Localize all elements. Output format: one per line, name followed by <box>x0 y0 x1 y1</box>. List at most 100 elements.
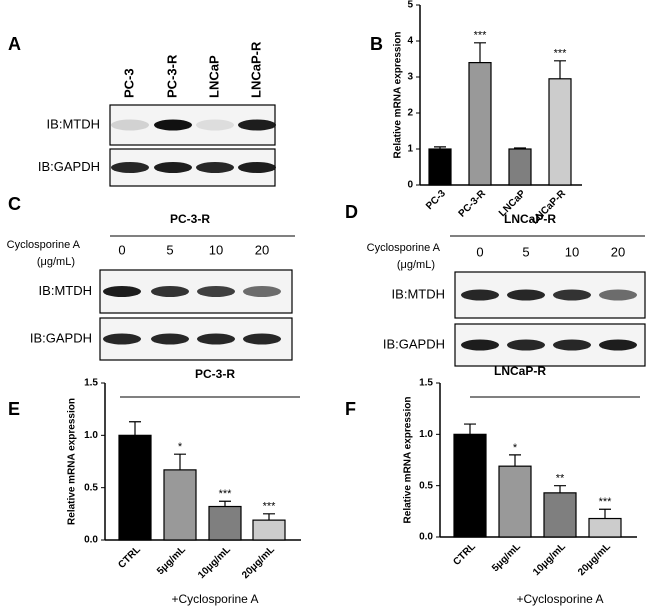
x-tick-label: CTRL <box>116 544 143 571</box>
error-bar <box>599 508 611 519</box>
y-tick-label: 1.5 <box>419 378 433 389</box>
unit-label: (μg/mL) <box>397 259 435 271</box>
error-bar <box>554 60 566 79</box>
x-tick-label: PC-3 <box>424 188 448 212</box>
dose-label: 10 <box>565 244 579 259</box>
dose-label: 5 <box>166 242 173 257</box>
bar <box>543 492 577 538</box>
significance: * <box>178 441 183 453</box>
significance: *** <box>263 501 277 513</box>
band <box>238 119 276 131</box>
band <box>103 286 141 297</box>
y-tick-label: 2 <box>407 108 413 119</box>
blot-title: LNCaP-R <box>504 212 556 226</box>
band <box>243 333 281 345</box>
bar <box>428 148 452 186</box>
y-tick-label: 0 <box>407 180 413 191</box>
y-tick-label: 1.5 <box>84 378 98 389</box>
significance: *** <box>474 30 488 42</box>
band <box>154 119 192 131</box>
y-tick-label: 5 <box>407 0 413 11</box>
significance: * <box>513 442 518 454</box>
error-bar <box>474 42 486 63</box>
bar <box>252 519 286 541</box>
x-axis-label: +Cyclosporine A <box>516 592 603 606</box>
x-tick-label: 10μg/mL <box>196 544 233 581</box>
panel-letter: F <box>345 399 356 419</box>
y-tick-label: 0.0 <box>419 532 433 543</box>
bar <box>208 505 242 541</box>
band <box>111 162 149 173</box>
y-tick-label: 1 <box>407 144 413 155</box>
x-tick-label: 5μg/mL <box>490 541 523 574</box>
significance: *** <box>554 48 568 60</box>
dose-label: 0 <box>476 244 483 259</box>
row-label: IB:MTDH <box>392 286 445 301</box>
chart-title: PC-3-R <box>195 367 235 381</box>
significance: *** <box>599 496 613 508</box>
bar <box>498 465 532 538</box>
y-axis-label: Relative mRNA expression <box>67 398 78 525</box>
x-tick-label: CTRL <box>451 541 478 568</box>
y-tick-label: 0.5 <box>419 480 433 491</box>
treatment-label: Cyclosporine A <box>7 239 81 251</box>
band <box>103 333 141 345</box>
row-label: IB:MTDH <box>39 283 92 298</box>
x-axis-label: +Cyclosporine A <box>171 592 258 606</box>
y-axis-label: Relative mRNA expression <box>403 397 414 524</box>
x-tick-label: 20μg/mL <box>240 544 277 581</box>
row-label: IB:GAPDH <box>38 159 100 174</box>
band <box>151 333 189 345</box>
band <box>599 339 637 351</box>
band <box>243 286 281 297</box>
row-label: IB:MTDH <box>47 116 100 131</box>
significance: ** <box>556 473 565 485</box>
error-bar <box>509 454 521 467</box>
band <box>197 333 235 345</box>
y-tick-label: 0.0 <box>84 535 98 546</box>
panel-letter: E <box>8 399 20 419</box>
treatment-label: Cyclosporine A <box>367 242 441 254</box>
error-bar <box>554 485 566 493</box>
band <box>461 339 499 351</box>
error-bar <box>219 500 231 507</box>
x-tick-label: 5μg/mL <box>155 544 188 577</box>
band <box>553 289 591 301</box>
bar <box>118 434 152 541</box>
error-bar <box>129 421 141 436</box>
dose-label: 0 <box>118 242 125 257</box>
lane-label: PC-3-R <box>164 54 179 98</box>
band <box>599 289 637 301</box>
bar <box>508 148 532 186</box>
error-bar <box>434 146 446 149</box>
lane-label: LNCaP <box>206 55 221 98</box>
bar <box>453 433 487 538</box>
band <box>507 289 545 301</box>
bar <box>548 78 572 186</box>
band <box>196 162 234 173</box>
error-bar <box>174 453 186 470</box>
bar <box>588 517 622 538</box>
x-tick-label: PC-3-R <box>457 188 489 220</box>
panel-letter: A <box>8 34 21 54</box>
row-label: IB:GAPDH <box>383 336 445 351</box>
bar <box>468 61 492 186</box>
panel-letter: C <box>8 194 21 214</box>
band <box>553 339 591 351</box>
error-bar <box>464 423 476 435</box>
y-tick-label: 3 <box>407 72 413 83</box>
band <box>507 339 545 351</box>
blot-title: PC-3-R <box>170 212 210 226</box>
dose-label: 20 <box>255 242 269 257</box>
band <box>238 162 276 173</box>
y-tick-label: 4 <box>407 36 413 47</box>
error-bar <box>263 513 275 521</box>
unit-label: (μg/mL) <box>37 256 75 268</box>
band <box>461 289 499 301</box>
bar <box>163 469 197 541</box>
band <box>151 286 189 297</box>
dose-label: 10 <box>209 242 223 257</box>
panel-letter: B <box>370 34 383 54</box>
lane-label: PC-3 <box>121 68 136 98</box>
